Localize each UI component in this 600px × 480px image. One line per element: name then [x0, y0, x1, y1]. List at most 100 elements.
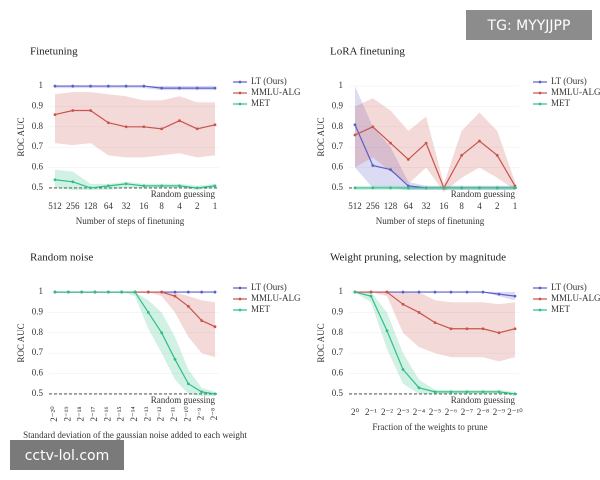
- point: [385, 290, 389, 294]
- point: [401, 290, 405, 294]
- y-axis-title: ROC AUC: [316, 117, 326, 156]
- y-tick-label: 0.6: [32, 162, 44, 172]
- x-tick-label: 2⁻⁹: [493, 407, 505, 417]
- x-tick-label: 2⁻⁸: [209, 408, 219, 420]
- y-tick-label: 0.7: [32, 347, 44, 357]
- x-tick-label: 1: [513, 201, 518, 211]
- point: [433, 390, 437, 394]
- x-tick-label: 128: [384, 201, 398, 211]
- y-tick-label: 0.5: [32, 182, 44, 192]
- point: [449, 327, 453, 331]
- legend-label: MMLU-ALG: [251, 293, 301, 303]
- confidence-band: [355, 292, 515, 362]
- x-tick-label: 8: [159, 201, 164, 211]
- point: [160, 184, 164, 188]
- point: [178, 184, 181, 188]
- point: [481, 390, 485, 394]
- point: [495, 186, 499, 190]
- legend-swatch: [238, 297, 242, 301]
- watermark-box: [466, 10, 592, 40]
- legend-swatch: [238, 286, 242, 290]
- legend-label: LT (Ours): [551, 282, 587, 292]
- point: [353, 133, 357, 137]
- legend-label: MMLU-ALG: [551, 87, 600, 97]
- legend-swatch: [238, 102, 242, 106]
- point: [160, 331, 164, 335]
- point: [460, 186, 464, 190]
- legend-swatch: [538, 308, 542, 312]
- x-tick-label: 8: [459, 201, 464, 211]
- x-tick-label: 128: [84, 201, 98, 211]
- point: [106, 184, 110, 188]
- x-tick-label: 2⁻²⁰: [49, 406, 59, 422]
- x-tick-label: 2⁻¹⁹: [62, 406, 72, 421]
- point: [513, 184, 517, 188]
- chart-title: Random noise: [30, 252, 93, 264]
- point: [146, 290, 150, 294]
- point: [406, 184, 410, 188]
- point: [142, 125, 146, 129]
- point: [460, 153, 464, 157]
- point: [106, 121, 110, 125]
- x-tick-label: 2⁻¹: [365, 407, 377, 417]
- point: [406, 158, 410, 161]
- x-tick-label: 2⁻¹¹: [169, 406, 179, 421]
- y-tick-label: 0.6: [32, 368, 44, 378]
- watermark: cctv-lol.com: [25, 448, 110, 464]
- x-tick-label: 2⁻¹⁶: [102, 406, 112, 421]
- y-tick-label: 0.8: [332, 327, 344, 337]
- x-tick-label: 2⁻⁴: [413, 407, 425, 417]
- baseline-label: Random guessing: [151, 189, 216, 199]
- y-tick-label: 0.5: [332, 182, 344, 192]
- point: [71, 84, 75, 88]
- point: [89, 84, 92, 88]
- point: [106, 84, 110, 88]
- x-tick-label: 4: [177, 201, 182, 211]
- point: [89, 186, 92, 190]
- point: [213, 325, 217, 329]
- point: [195, 186, 199, 190]
- legend-swatch: [538, 80, 542, 84]
- point: [53, 290, 57, 294]
- point: [124, 125, 128, 129]
- point: [478, 186, 481, 190]
- x-tick-label: 2⁻¹⁰: [507, 407, 523, 417]
- y-axis-title: ROC AUC: [316, 323, 326, 362]
- x-tick-label: 512: [48, 201, 62, 211]
- point: [213, 86, 217, 90]
- x-tick-label: 2⁻⁷: [461, 407, 473, 417]
- y-axis-title: ROC AUC: [16, 117, 26, 156]
- x-axis-title: Number of steps of finetuning: [376, 216, 485, 226]
- x-tick-label: 256: [366, 201, 380, 211]
- point: [178, 119, 181, 123]
- x-tick-label: 2: [495, 201, 500, 211]
- point: [385, 329, 389, 333]
- x-tick-label: 1: [213, 201, 218, 211]
- x-tick-label: 2⁻¹⁵: [116, 406, 126, 421]
- point: [406, 186, 410, 190]
- point: [173, 290, 177, 294]
- point: [481, 327, 485, 331]
- x-tick-label: 2⁻¹⁷: [89, 406, 99, 421]
- point: [371, 164, 375, 167]
- point: [80, 290, 84, 294]
- point: [53, 84, 57, 88]
- point: [353, 123, 357, 127]
- x-tick-label: 2⁻⁶: [445, 407, 457, 417]
- point: [497, 292, 501, 296]
- x-tick-label: 2⁰: [351, 407, 360, 417]
- x-tick-label: 2⁻³: [397, 407, 409, 417]
- y-tick-label: 0.9: [32, 307, 44, 317]
- point: [146, 311, 150, 314]
- legend-label: LT (Ours): [551, 76, 587, 86]
- point: [513, 327, 517, 331]
- y-tick-label: 0.9: [32, 101, 44, 111]
- y-tick-label: 0.8: [32, 327, 44, 337]
- point: [417, 311, 421, 314]
- point: [186, 290, 190, 294]
- series-line: [55, 85, 215, 89]
- point: [497, 390, 501, 394]
- legend-label: MET: [251, 304, 271, 314]
